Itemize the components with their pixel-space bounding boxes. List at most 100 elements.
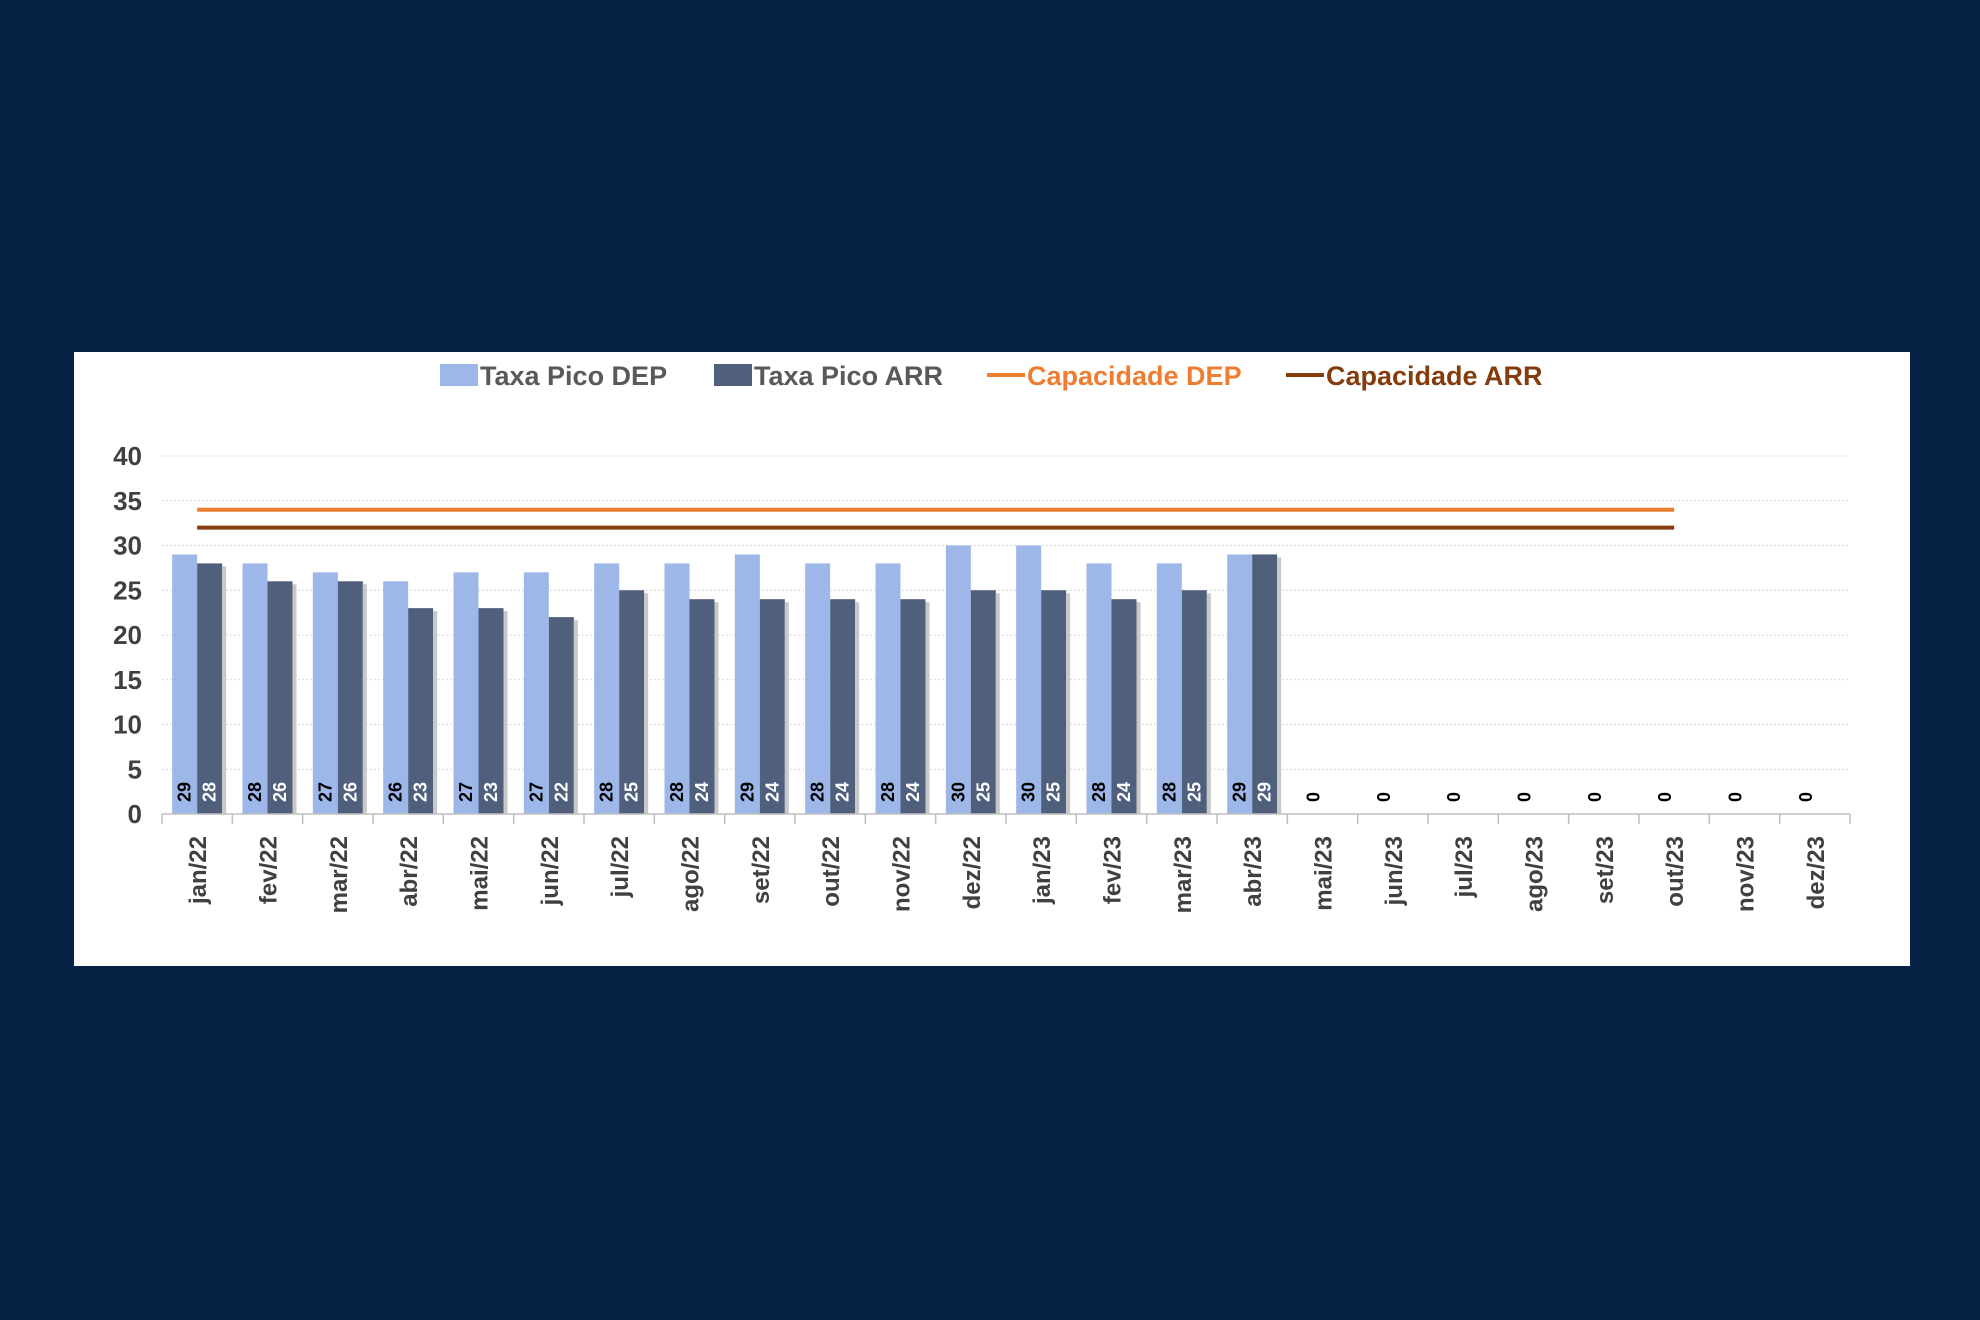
y-tick-label: 25 bbox=[113, 575, 142, 605]
data-label-zero: 0 bbox=[1304, 792, 1324, 802]
bar-shadow bbox=[573, 620, 578, 814]
x-tick-label: fev/22 bbox=[256, 836, 283, 904]
data-label-arr: 25 bbox=[1044, 782, 1064, 802]
y-tick-label: 10 bbox=[113, 710, 142, 740]
data-label-dep: 27 bbox=[456, 782, 476, 802]
y-tick-label: 40 bbox=[113, 441, 142, 471]
x-tick-label: nov/23 bbox=[1733, 836, 1760, 912]
bar-dep bbox=[1227, 554, 1253, 814]
x-tick-label: jul/22 bbox=[607, 836, 634, 898]
bar-shadow bbox=[925, 602, 930, 814]
data-label-dep: 27 bbox=[526, 782, 546, 802]
lines-layer bbox=[197, 507, 1675, 530]
data-label-arr: 25 bbox=[973, 782, 993, 802]
bar-dep bbox=[242, 563, 268, 814]
legend-item: Taxa Pico DEP bbox=[440, 361, 667, 391]
bar-arr bbox=[478, 608, 504, 814]
x-tick-label: dez/23 bbox=[1803, 836, 1830, 909]
bar-shadow bbox=[292, 584, 297, 814]
y-tick-label: 5 bbox=[128, 754, 142, 784]
x-tick-label: dez/22 bbox=[959, 836, 986, 909]
bar-arr bbox=[267, 581, 293, 814]
bar-arr bbox=[759, 599, 785, 814]
x-tick-label: mar/22 bbox=[326, 836, 353, 913]
data-label-dep: 28 bbox=[597, 782, 617, 802]
data-label-dep: 30 bbox=[1019, 782, 1039, 802]
bar-shadow bbox=[433, 611, 438, 814]
data-label-arr: 22 bbox=[551, 782, 571, 802]
bar-shadow bbox=[1277, 557, 1282, 814]
y-tick-label: 0 bbox=[128, 799, 142, 829]
data-label-arr: 24 bbox=[903, 782, 923, 802]
bar-arr bbox=[900, 599, 926, 814]
x-tick-label: ago/23 bbox=[1522, 836, 1549, 912]
legend-label: Taxa Pico DEP bbox=[480, 361, 667, 391]
data-label-dep: 26 bbox=[386, 782, 406, 802]
bar-dep bbox=[945, 545, 971, 814]
bar-dep bbox=[1086, 563, 1112, 814]
bar-dep bbox=[875, 563, 901, 814]
data-label-arr: 23 bbox=[411, 782, 431, 802]
data-label-arr: 24 bbox=[692, 782, 712, 802]
bar-shadow bbox=[222, 566, 227, 814]
x-tick-label: abr/23 bbox=[1240, 836, 1267, 907]
data-label-dep: 28 bbox=[808, 782, 828, 802]
bar-dep bbox=[1156, 563, 1182, 814]
data-label-zero: 0 bbox=[1515, 792, 1535, 802]
x-tick-label: jan/23 bbox=[1029, 836, 1056, 905]
legend: Taxa Pico DEP Taxa Pico ARR Capacidade DEP… bbox=[440, 361, 1543, 391]
bar-shadow bbox=[503, 611, 508, 814]
legend-item: Taxa Pico ARR bbox=[714, 361, 943, 391]
data-label-arr: 28 bbox=[200, 782, 220, 802]
x-tick-label: out/23 bbox=[1662, 836, 1689, 907]
data-label-arr: 26 bbox=[270, 782, 290, 802]
legend-swatch bbox=[440, 364, 478, 386]
bar-dep bbox=[312, 572, 338, 814]
data-label-arr: 23 bbox=[481, 782, 501, 802]
bar-arr bbox=[1041, 590, 1067, 814]
bar-arr bbox=[337, 581, 363, 814]
chart-panel: 29 28 28 26 27 26 26 23 27 23 27 22 28 25 28 24 29 24 28 24… bbox=[74, 352, 1910, 966]
x-tick-label: jun/23 bbox=[1381, 836, 1408, 906]
data-label-arr: 25 bbox=[622, 782, 642, 802]
data-label-dep: 29 bbox=[1230, 782, 1250, 802]
y-tick-label: 30 bbox=[113, 531, 142, 561]
data-label-dep: 28 bbox=[1159, 782, 1179, 802]
bar-dep bbox=[734, 554, 760, 814]
bar-shadow bbox=[784, 602, 789, 814]
data-label-arr: 24 bbox=[1114, 782, 1134, 802]
data-label-arr: 29 bbox=[1255, 782, 1275, 802]
x-tick-label: out/22 bbox=[818, 836, 845, 907]
data-label-arr: 25 bbox=[1184, 782, 1204, 802]
legend-label: Taxa Pico ARR bbox=[754, 361, 943, 391]
x-tick-label: mar/23 bbox=[1170, 836, 1197, 913]
x-tick-label: jul/23 bbox=[1451, 836, 1478, 898]
bar-arr bbox=[689, 599, 715, 814]
legend-swatch bbox=[714, 364, 752, 386]
legend-item: Capacidade ARR bbox=[1286, 361, 1543, 391]
data-label-zero: 0 bbox=[1655, 792, 1675, 802]
bar-dep bbox=[805, 563, 831, 814]
data-label-dep: 29 bbox=[175, 782, 195, 802]
data-label-dep: 28 bbox=[667, 782, 687, 802]
bar-line-chart: 29 28 28 26 27 26 26 23 27 23 27 22 28 25 28 24 29 24 28 24… bbox=[113, 361, 1851, 913]
data-label-zero: 0 bbox=[1374, 792, 1394, 802]
legend-label: Capacidade DEP bbox=[1027, 361, 1242, 391]
grid-layer bbox=[162, 455, 1850, 770]
x-tick-label: fev/23 bbox=[1100, 836, 1127, 904]
bar-shadow bbox=[995, 593, 1000, 814]
legend-item: Capacidade DEP bbox=[987, 361, 1242, 391]
x-tick-label: nov/22 bbox=[889, 836, 916, 912]
x-tick-label: ago/22 bbox=[678, 836, 705, 912]
x-tick-label: mai/23 bbox=[1311, 836, 1338, 911]
data-label-dep: 30 bbox=[948, 782, 968, 802]
x-tick-label: set/22 bbox=[748, 836, 775, 904]
x-tick-label: abr/22 bbox=[396, 836, 423, 907]
bar-dep bbox=[172, 554, 198, 814]
x-tick-label: mai/22 bbox=[467, 836, 494, 911]
data-label-dep: 29 bbox=[737, 782, 757, 802]
bar-arr bbox=[197, 563, 223, 814]
bar-shadow bbox=[1206, 593, 1211, 814]
bar-arr bbox=[1111, 599, 1137, 814]
